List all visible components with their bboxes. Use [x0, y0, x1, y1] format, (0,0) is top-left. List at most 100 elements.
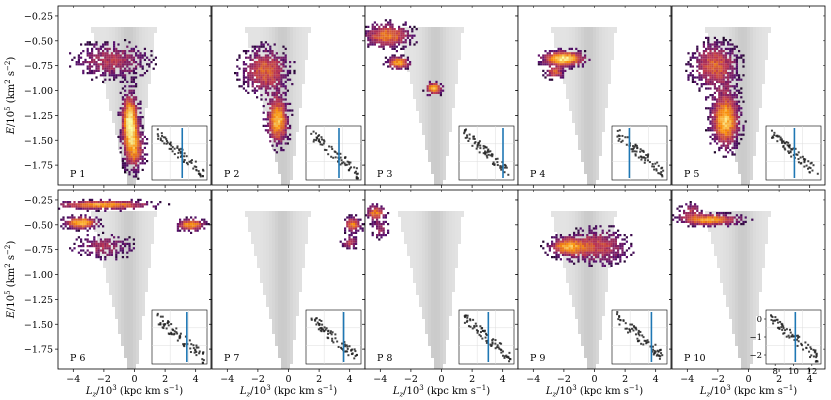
- inset-point: [507, 173, 510, 176]
- inset-point: [349, 161, 352, 164]
- inset-point: [350, 349, 353, 352]
- inset-point: [498, 342, 501, 345]
- inset-point: [485, 333, 488, 336]
- inset-point: [618, 137, 621, 140]
- inset-point: [815, 360, 818, 363]
- inset-point: [631, 327, 634, 330]
- inset-point: [347, 354, 350, 357]
- inset-point: [642, 343, 645, 346]
- inset-point: [348, 163, 351, 166]
- inset-point: [342, 161, 345, 164]
- inset-point: [327, 153, 330, 156]
- inset-point: [353, 357, 356, 360]
- inset-point: [631, 148, 634, 151]
- inset-point: [176, 332, 179, 335]
- inset-point: [785, 328, 788, 331]
- inset-point: [331, 148, 334, 151]
- selection-heatmap: [537, 47, 591, 81]
- inset-point: [653, 351, 656, 354]
- inset-point: [332, 341, 335, 344]
- inset-point: [811, 169, 814, 172]
- inset-point: [779, 320, 782, 323]
- inset-point: [320, 330, 323, 333]
- inset-point: [787, 150, 790, 153]
- x-tick-label: −4: [680, 374, 694, 385]
- inset-point: [503, 355, 506, 358]
- inset-point: [195, 354, 198, 357]
- inset-point: [784, 329, 787, 332]
- inset-point: [639, 150, 642, 153]
- inset-point: [656, 353, 659, 356]
- inset-point: [325, 149, 328, 152]
- inset-point: [183, 152, 186, 155]
- inset-point: [649, 345, 652, 348]
- inset-point: [653, 165, 656, 168]
- inset-point: [634, 333, 637, 336]
- inset: [151, 125, 208, 181]
- inset-point: [343, 162, 346, 165]
- inset-point: [477, 143, 480, 146]
- inset-point: [645, 154, 648, 157]
- panel-label: P 8: [377, 353, 392, 364]
- inset-point: [473, 326, 476, 329]
- inset-point: [176, 145, 179, 148]
- inset-point: [346, 350, 349, 353]
- inset-point: [627, 331, 630, 334]
- x-tick-label: −4: [526, 374, 540, 385]
- x-tick-label: 0: [285, 374, 291, 385]
- inset-point: [176, 339, 179, 342]
- inset-point: [179, 332, 182, 335]
- inset-point: [788, 146, 791, 149]
- inset: [611, 309, 668, 365]
- x-tick-label: −2: [251, 374, 265, 385]
- inset-point: [318, 323, 321, 326]
- inset-point: [163, 323, 166, 326]
- selection-heatmap: [685, 36, 747, 158]
- inset-point: [464, 314, 467, 317]
- inset-point: [787, 141, 790, 144]
- inset-point: [617, 139, 620, 142]
- inset-point: [320, 136, 323, 139]
- inset-point: [632, 145, 635, 148]
- inset-point: [322, 139, 325, 142]
- inset-point: [482, 144, 485, 147]
- inset-point: [329, 330, 332, 333]
- inset-point: [327, 329, 330, 332]
- inset-point: [482, 329, 485, 332]
- inset-y-tick-label: −2: [749, 351, 762, 361]
- inset-point: [659, 355, 662, 358]
- panel-4: P 4: [515, 5, 672, 188]
- x-axis-label: Lz/103 (kpc km s−1): [545, 384, 643, 399]
- background-distribution: [705, 211, 771, 369]
- inset-point: [169, 141, 172, 144]
- inset-point: [810, 354, 813, 357]
- inset-point: [780, 140, 783, 143]
- inset-point: [651, 350, 654, 353]
- inset-point: [167, 324, 170, 327]
- inset-point: [197, 172, 200, 175]
- inset-point: [201, 358, 204, 361]
- inset-point: [464, 316, 467, 319]
- inset-point: [334, 333, 337, 336]
- inset-point: [474, 322, 477, 325]
- inset-point: [782, 332, 785, 335]
- inset-point: [162, 136, 165, 139]
- selection-heatmap: [339, 214, 365, 250]
- inset-point: [783, 147, 786, 150]
- inset-point: [784, 142, 787, 145]
- inset-point: [799, 156, 802, 159]
- inset-point: [162, 327, 165, 330]
- inset-point: [190, 159, 193, 162]
- inset-point: [463, 132, 466, 135]
- inset-point: [339, 163, 342, 166]
- inset-point: [657, 164, 660, 167]
- inset-point: [202, 351, 205, 354]
- y-tick-label: −0.25: [24, 11, 53, 22]
- inset-point: [500, 342, 503, 345]
- inset-point: [796, 344, 799, 347]
- inset-point: [348, 167, 351, 170]
- inset-point: [180, 147, 183, 150]
- inset-point: [772, 322, 775, 325]
- inset-point: [647, 341, 650, 344]
- inset-point: [487, 150, 490, 153]
